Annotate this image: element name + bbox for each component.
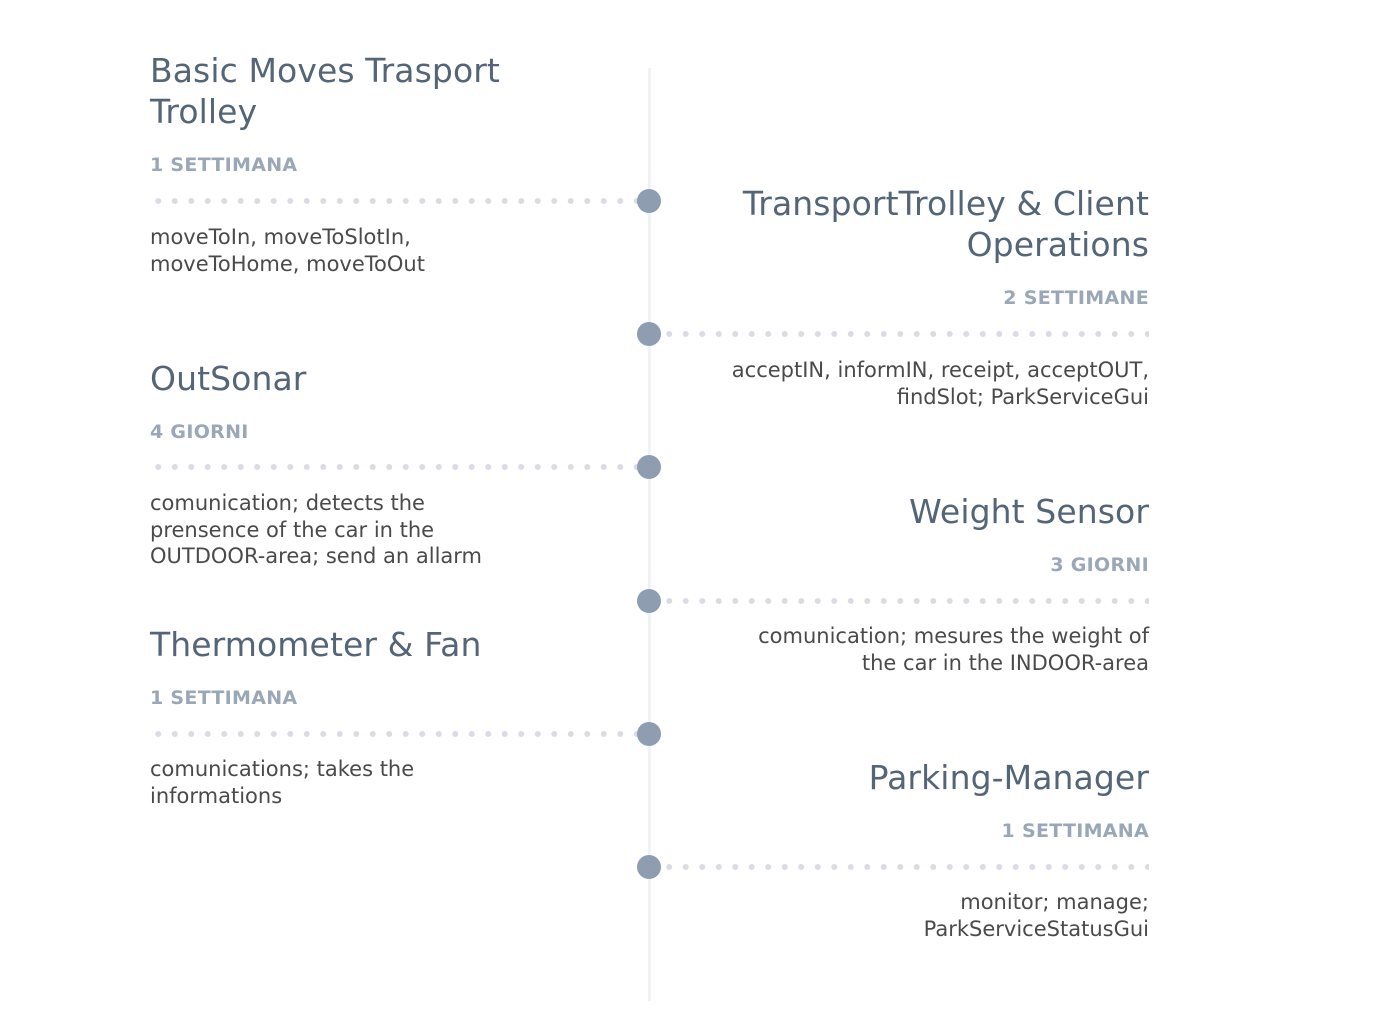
entry-duration: 2 SETTIMANE: [1003, 287, 1149, 309]
timeline-node: [637, 455, 661, 479]
entry-description: moveToIn, moveToSlotIn, moveToHome, move…: [150, 225, 425, 276]
timeline-node: [637, 722, 661, 746]
dotted-connector: [661, 331, 1149, 337]
timeline-node: [637, 322, 661, 346]
dotted-connector: [150, 198, 638, 204]
entry-title: Parking-Manager: [868, 758, 1149, 797]
timeline-node: [637, 855, 661, 879]
entry-title: Thermometer & Fan: [150, 625, 482, 664]
dotted-connector: [661, 864, 1149, 870]
entry-title: OutSonar: [150, 359, 307, 398]
entry-title: TransportTrolley & Client Operations: [742, 184, 1149, 264]
timeline-entry-parking-manager: Parking-Manager 1 SETTIMANA monitor; man…: [637, 757, 1149, 941]
entry-title: Basic Moves Trasport Trolley: [150, 51, 500, 131]
timeline-entry-weight-sensor: Weight Sensor 3 GIORNI comunication; mes…: [637, 491, 1149, 675]
entry-description: comunication; mesures the weight of the …: [758, 624, 1149, 675]
entry-description: comunications; takes the informations: [150, 757, 415, 808]
timeline-entry-outsonar: OutSonar 4 GIORNI comunication; detects …: [150, 358, 661, 568]
timeline-entry-thermometer-fan: Thermometer & Fan 1 SETTIMANA comunicati…: [150, 624, 661, 808]
dotted-connector: [661, 598, 1149, 604]
entry-duration: 1 SETTIMANA: [150, 687, 298, 709]
timeline-axis: [648, 68, 651, 1001]
entry-description: monitor; manage; ParkServiceStatusGui: [923, 890, 1149, 941]
dotted-connector: [150, 731, 638, 737]
entry-description: acceptIN, informIN, receipt, acceptOUT, …: [731, 358, 1149, 409]
timeline-entry-transport-trolley: TransportTrolley & Client Operations 2 S…: [637, 183, 1149, 409]
timeline-entry-basic-moves: Basic Moves Trasport Trolley 1 SETTIMANA…: [150, 50, 661, 276]
dotted-connector: [150, 464, 638, 470]
entry-title: Weight Sensor: [909, 492, 1149, 531]
entry-duration: 1 SETTIMANA: [1001, 820, 1149, 842]
timeline-node: [637, 589, 661, 613]
entry-description: comunication; detects the prensence of t…: [150, 491, 483, 568]
entry-duration: 1 SETTIMANA: [150, 154, 298, 176]
entry-duration: 4 GIORNI: [150, 421, 249, 443]
entry-duration: 3 GIORNI: [1050, 554, 1149, 576]
timeline-node: [637, 189, 661, 213]
